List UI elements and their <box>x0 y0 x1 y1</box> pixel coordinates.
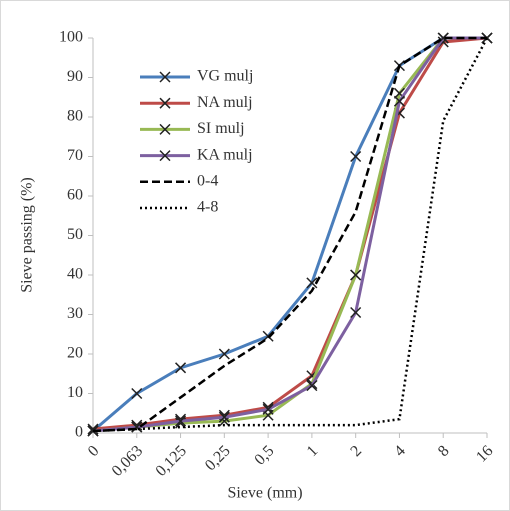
y-axis-label: Sieve passing (%) <box>19 177 36 293</box>
marker <box>262 403 274 415</box>
series-line <box>92 36 488 431</box>
y-tick-label: 70 <box>67 147 83 164</box>
y-tick-label: 60 <box>67 187 83 204</box>
legend-marker <box>159 150 171 162</box>
marker <box>175 415 187 427</box>
legend-label: 4-8 <box>197 199 218 216</box>
y-tick-label: 50 <box>67 226 83 243</box>
series-line <box>92 36 487 433</box>
marker <box>393 95 405 107</box>
series-line <box>92 36 487 433</box>
legend-label: NA mulj <box>197 94 253 111</box>
marker <box>306 277 318 289</box>
legend-label: SI mulj <box>197 120 245 137</box>
y-tick-label: 40 <box>67 266 83 283</box>
legend-marker <box>159 97 171 109</box>
marker <box>350 150 362 163</box>
marker <box>350 269 362 281</box>
y-tick-label: 80 <box>67 108 83 125</box>
y-tick-label: 100 <box>59 29 83 46</box>
marker <box>218 411 230 423</box>
series-line <box>92 36 487 433</box>
x-axis-label: Sieve (mm) <box>227 485 302 502</box>
y-tick-label: 90 <box>67 68 83 85</box>
legend-label: KA mulj <box>197 146 253 163</box>
marker <box>175 362 187 374</box>
legend-label: 0-4 <box>197 172 218 189</box>
y-tick-label: 20 <box>67 345 83 362</box>
legend-marker <box>159 71 171 83</box>
marker <box>218 348 230 360</box>
marker <box>350 306 362 319</box>
marker <box>306 380 318 392</box>
legend-marker <box>159 123 171 135</box>
y-tick-label: 0 <box>75 424 83 441</box>
marker <box>87 423 99 435</box>
marker <box>131 387 143 400</box>
y-tick-label: 30 <box>67 305 83 322</box>
series-line <box>92 37 489 433</box>
legend-label: VG mulj <box>197 68 253 85</box>
y-tick-label: 10 <box>67 384 83 401</box>
